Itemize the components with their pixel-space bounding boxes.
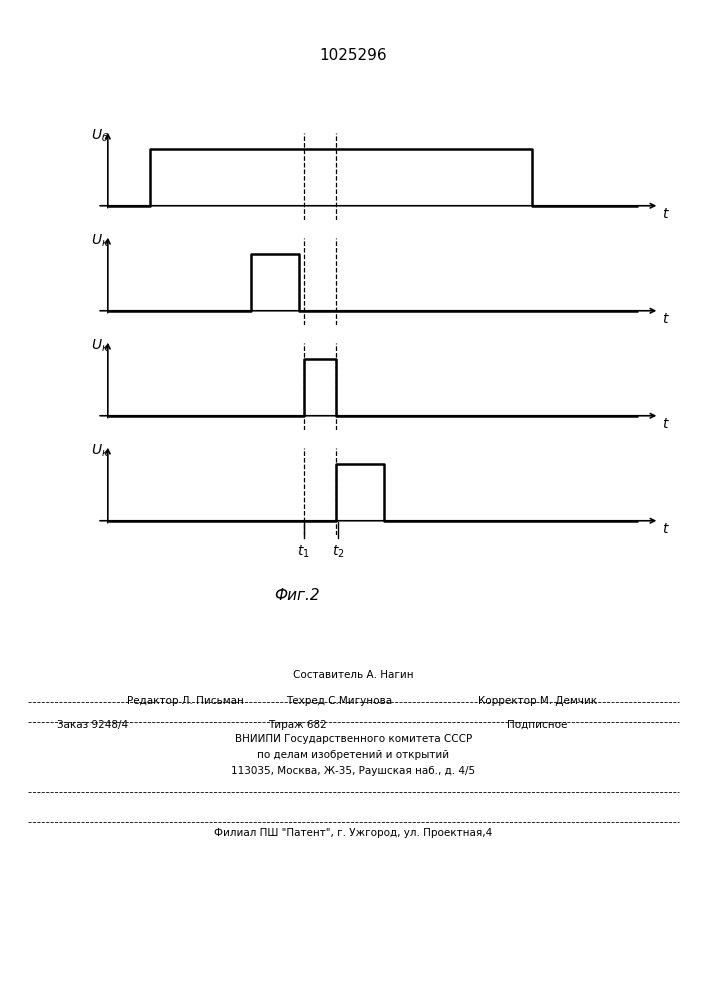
Text: Составитель А. Нагин: Составитель А. Нагин <box>293 670 414 680</box>
Text: $U_{к}$: $U_{к}$ <box>91 233 109 249</box>
Text: $U_{б}$: $U_{б}$ <box>91 128 109 144</box>
Text: 1025296: 1025296 <box>320 48 387 63</box>
Text: Подписное: Подписное <box>507 720 568 730</box>
Text: Фиг.2: Фиг.2 <box>274 588 320 603</box>
Text: $t_1$: $t_1$ <box>298 544 310 560</box>
Text: $t$: $t$ <box>662 522 670 536</box>
Text: $t$: $t$ <box>662 312 670 326</box>
Text: Тираж 682: Тираж 682 <box>267 720 327 730</box>
Text: $t$: $t$ <box>662 417 670 431</box>
Text: Корректор М. Демчик: Корректор М. Демчик <box>478 696 597 706</box>
Text: по делам изобретений и открытий: по делам изобретений и открытий <box>257 750 450 760</box>
Text: Заказ 9248/4: Заказ 9248/4 <box>57 720 128 730</box>
Text: $t$: $t$ <box>662 207 670 221</box>
Text: Редактор Л. Письман: Редактор Л. Письман <box>127 696 244 706</box>
Text: $t_2$: $t_2$ <box>332 544 344 560</box>
Text: Техред С.Мигунова: Техред С.Мигунова <box>286 696 392 706</box>
Text: $U_{к}$: $U_{к}$ <box>91 338 109 354</box>
Text: 113035, Москва, Ж-35, Раушская наб., д. 4/5: 113035, Москва, Ж-35, Раушская наб., д. … <box>231 766 476 776</box>
Text: $U_{к}$: $U_{к}$ <box>91 443 109 459</box>
Text: Филиал ПШ "Патент", г. Ужгород, ул. Проектная,4: Филиал ПШ "Патент", г. Ужгород, ул. Прое… <box>214 828 493 838</box>
Text: ВНИИПИ Государственного комитета СССР: ВНИИПИ Государственного комитета СССР <box>235 734 472 744</box>
